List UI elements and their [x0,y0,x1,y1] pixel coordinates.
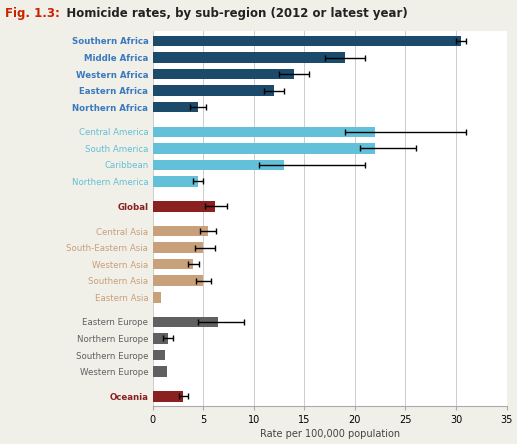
Bar [153,102,198,112]
Bar [153,242,203,253]
Bar [153,69,294,79]
Bar [153,317,218,327]
Bar [153,201,215,212]
Bar [153,391,183,402]
Bar [153,259,193,270]
Bar [153,159,284,170]
Bar [153,226,208,237]
Bar [153,85,274,96]
Bar [153,143,375,154]
X-axis label: Rate per 100,000 population: Rate per 100,000 population [260,429,400,440]
Bar [153,350,164,361]
Bar [153,292,161,302]
Bar [153,36,461,46]
Bar [153,333,168,344]
Bar [153,52,345,63]
Bar [153,366,166,377]
Bar [153,176,198,187]
Text: Homicide rates, by sub-region (2012 or latest year): Homicide rates, by sub-region (2012 or l… [54,7,408,20]
Text: Fig. 1.3:: Fig. 1.3: [5,7,60,20]
Bar [153,275,203,286]
Bar [153,127,375,137]
